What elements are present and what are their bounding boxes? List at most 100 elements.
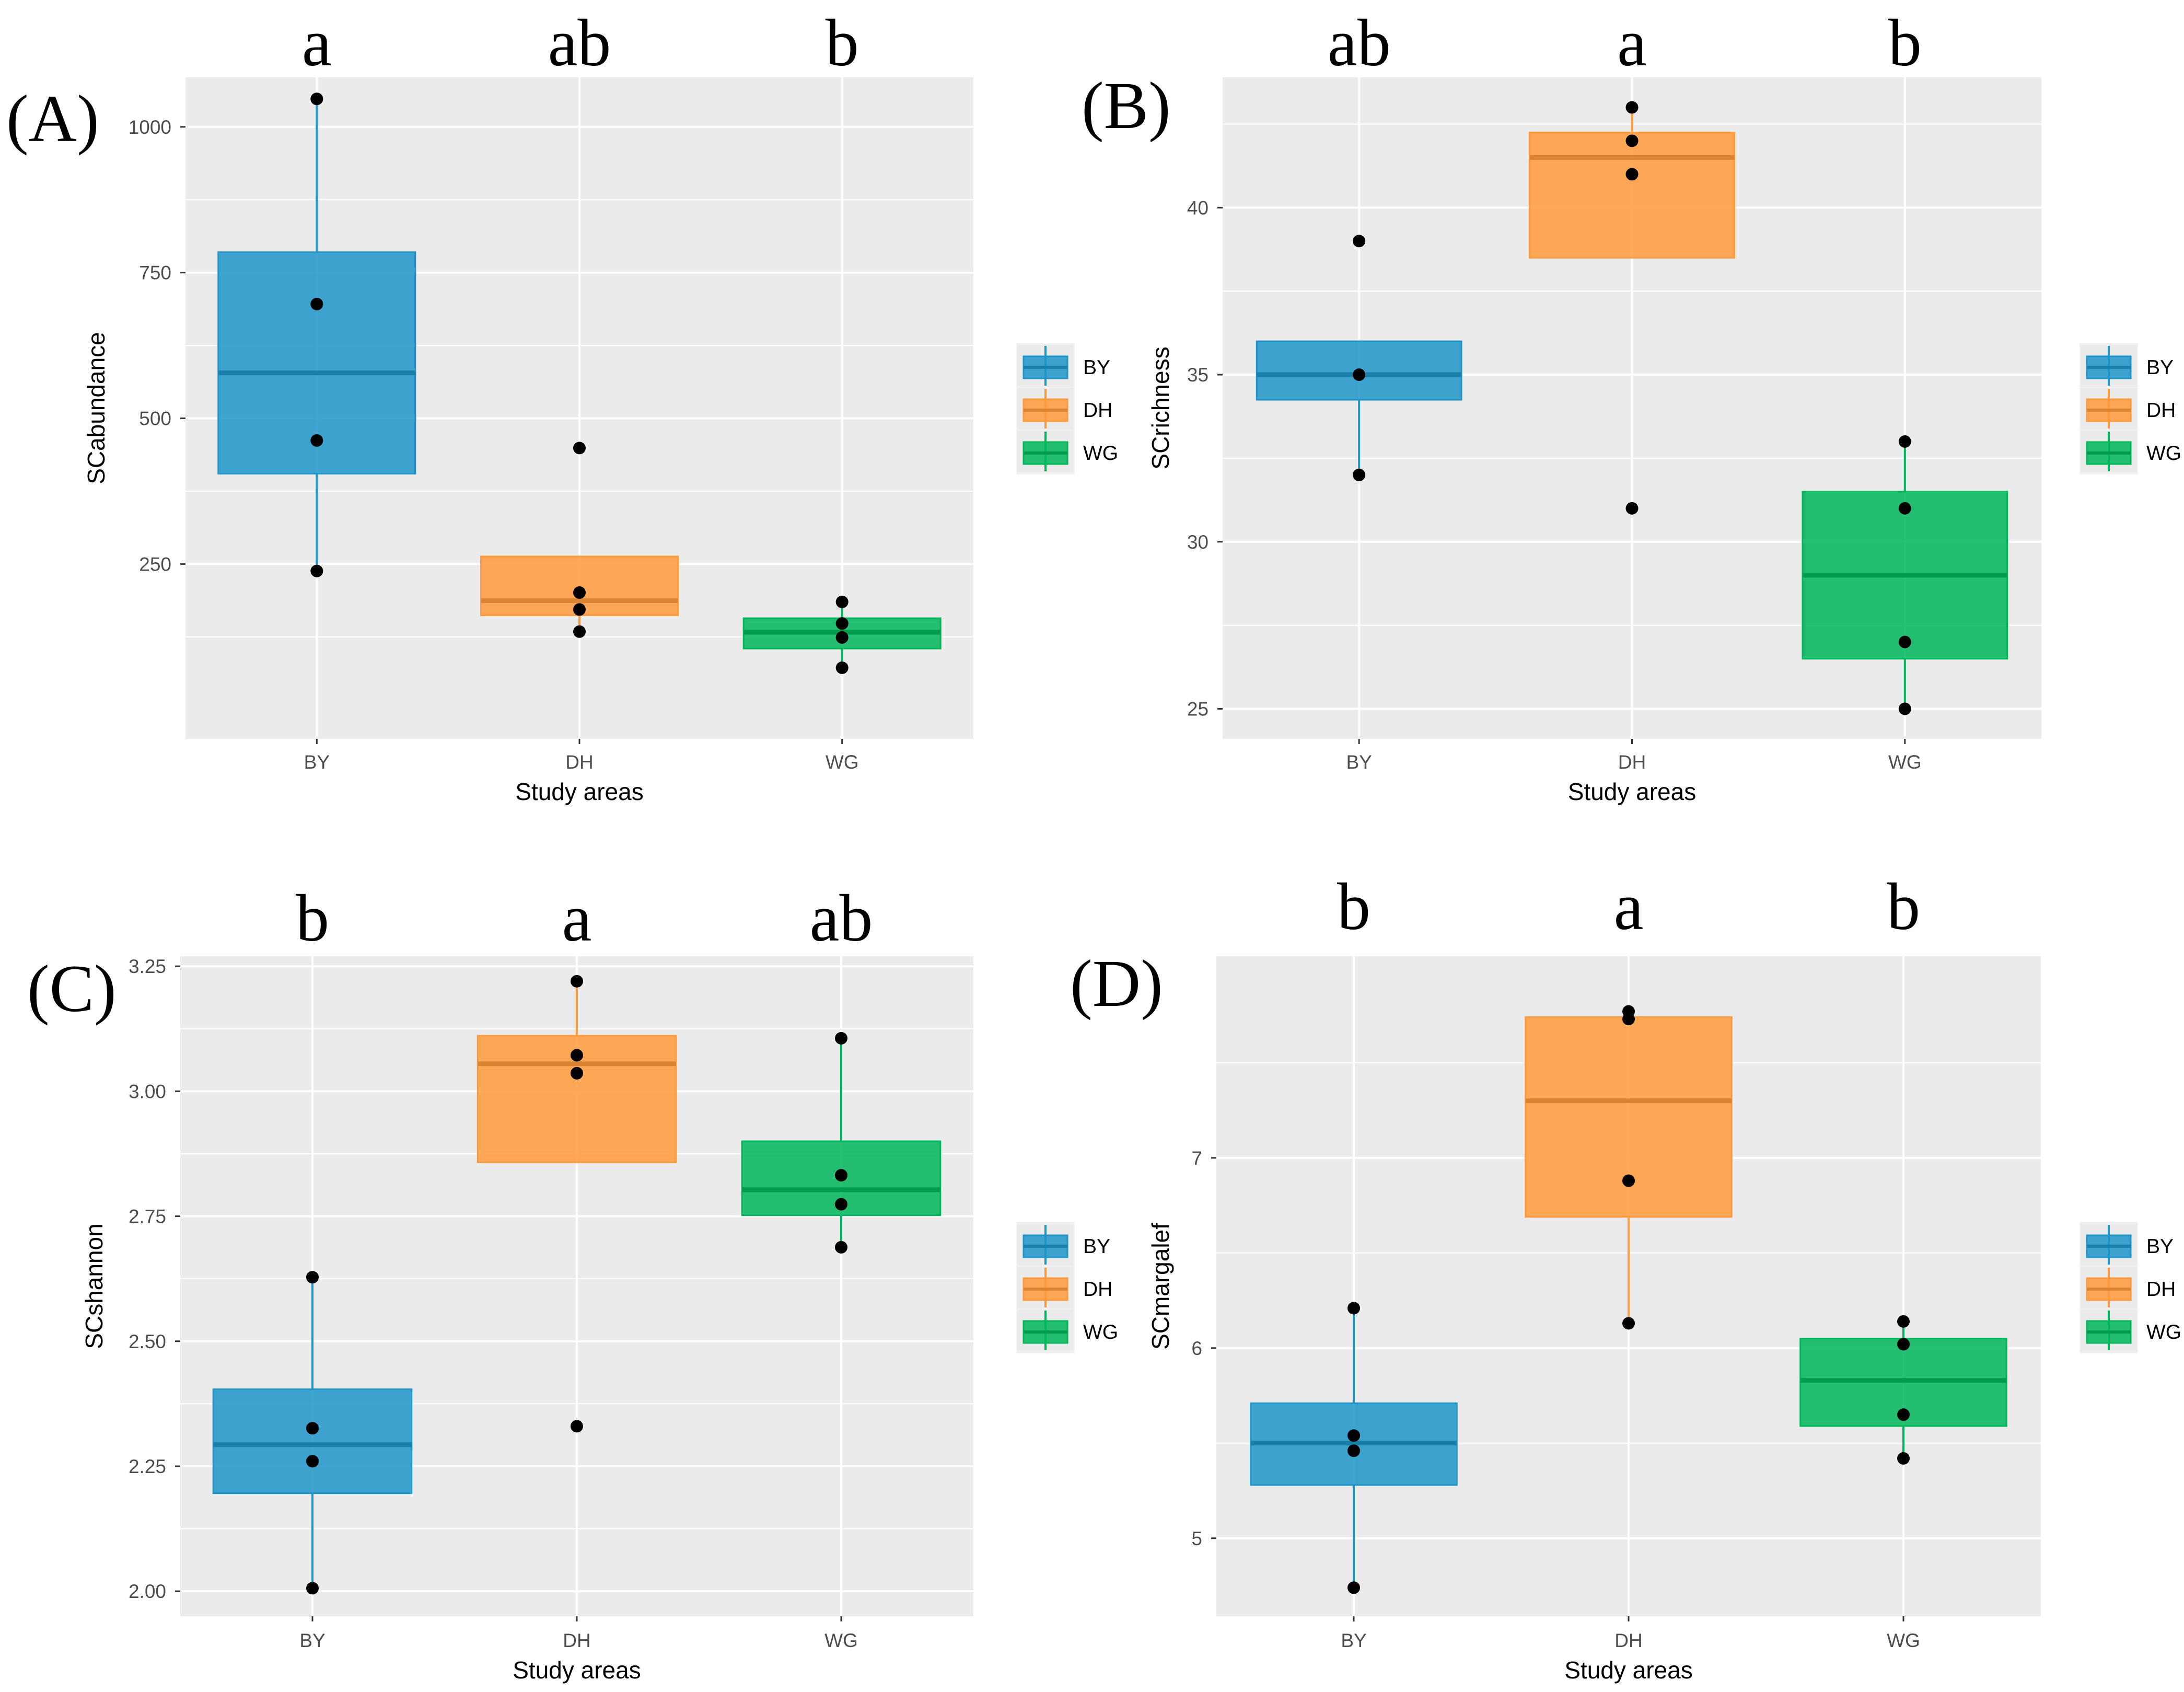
x-tick-label: BY bbox=[1341, 1630, 1366, 1651]
box-by bbox=[217, 92, 416, 577]
box-wg bbox=[1799, 1315, 2007, 1465]
y-tick-label: 35 bbox=[1187, 364, 1209, 386]
significance-letter: b bbox=[1888, 6, 1922, 80]
data-point bbox=[1625, 134, 1639, 147]
data-point bbox=[310, 564, 323, 577]
data-point bbox=[1622, 1174, 1635, 1187]
legend-label-dh: DH bbox=[1083, 399, 1112, 422]
significance-letter: ab bbox=[1328, 6, 1391, 80]
data-point bbox=[571, 1049, 583, 1062]
data-point bbox=[835, 1198, 847, 1211]
box-iqr bbox=[477, 1035, 677, 1163]
data-point bbox=[306, 1271, 319, 1284]
legend-label-by: BY bbox=[2146, 1235, 2174, 1258]
significance-letter: b bbox=[1887, 870, 1920, 944]
significance-letter: b bbox=[296, 881, 329, 955]
box-by bbox=[1256, 235, 1462, 481]
data-point bbox=[1897, 1338, 1910, 1351]
x-tick-label: BY bbox=[299, 1630, 325, 1651]
significance-letter: a bbox=[302, 6, 332, 80]
data-point bbox=[1898, 435, 1911, 448]
data-point bbox=[835, 631, 849, 644]
y-axis-title: SCshannon bbox=[80, 1223, 108, 1349]
box-by bbox=[1250, 1302, 1458, 1594]
data-point bbox=[1622, 1013, 1635, 1026]
x-tick-label: BY bbox=[304, 751, 330, 773]
x-tick-label: DH bbox=[1614, 1630, 1642, 1651]
data-point bbox=[1625, 502, 1639, 515]
y-tick-label: 30 bbox=[1187, 531, 1209, 553]
box-dh bbox=[477, 975, 677, 1433]
panel-label: (D) bbox=[1070, 946, 1163, 1021]
legend-label-by: BY bbox=[2146, 356, 2174, 379]
y-tick-label: 40 bbox=[1187, 197, 1209, 218]
y-tick-label: 750 bbox=[139, 262, 171, 284]
data-point bbox=[835, 1241, 847, 1254]
data-point bbox=[306, 1422, 319, 1435]
data-point bbox=[1625, 168, 1639, 181]
legend-label-wg: WG bbox=[2146, 442, 2181, 465]
x-tick-label: WG bbox=[826, 751, 859, 773]
x-tick-label: BY bbox=[1346, 751, 1372, 773]
box-wg bbox=[741, 1032, 942, 1254]
panel-label: (C) bbox=[27, 952, 117, 1026]
data-point bbox=[1622, 1317, 1635, 1330]
y-axis-title: SCrichness bbox=[1147, 346, 1174, 469]
x-tick-label: DH bbox=[563, 1630, 590, 1651]
data-point bbox=[835, 1169, 847, 1182]
y-tick-label: 2.75 bbox=[129, 1206, 166, 1227]
x-tick-label: WG bbox=[1888, 751, 1922, 773]
significance-letter: ab bbox=[810, 881, 873, 955]
panel-label: (B) bbox=[1082, 68, 1171, 143]
data-point bbox=[835, 595, 849, 608]
y-tick-label: 250 bbox=[139, 553, 171, 575]
legend-label-by: BY bbox=[1083, 356, 1110, 379]
legend: BY DH WG bbox=[1016, 343, 1118, 474]
significance-letter: ab bbox=[548, 6, 611, 80]
y-axis-title: SCabundance bbox=[83, 332, 110, 484]
data-point bbox=[1898, 502, 1911, 515]
legend: BY DH WG bbox=[2080, 1222, 2181, 1353]
box-dh bbox=[480, 442, 679, 638]
legend-label-wg: WG bbox=[1083, 1321, 1118, 1343]
x-axis-title: Study areas bbox=[515, 778, 643, 805]
legend: BY DH WG bbox=[2080, 343, 2181, 474]
data-point bbox=[1897, 1452, 1910, 1465]
y-tick-label: 500 bbox=[139, 408, 171, 430]
y-tick-label: 2.50 bbox=[129, 1331, 166, 1352]
data-point bbox=[835, 1032, 847, 1045]
data-point bbox=[310, 92, 323, 106]
y-tick-label: 2.25 bbox=[129, 1456, 166, 1477]
data-point bbox=[573, 442, 586, 455]
panel-d: 5 6 7 BY DH WG b a b (D) Study areas SCmargalef BY DH… bbox=[1070, 870, 2181, 1684]
data-point bbox=[573, 586, 586, 599]
significance-letter: b bbox=[1337, 870, 1370, 944]
legend-label-wg: WG bbox=[1083, 442, 1118, 465]
legend-label-dh: DH bbox=[2146, 1278, 2176, 1301]
data-point bbox=[571, 1420, 583, 1433]
data-point bbox=[306, 1582, 319, 1595]
data-point bbox=[1353, 235, 1366, 248]
data-point bbox=[835, 661, 849, 674]
data-point bbox=[571, 1067, 583, 1080]
data-point bbox=[571, 975, 583, 988]
box-dh bbox=[1529, 101, 1735, 515]
data-point bbox=[1353, 368, 1366, 381]
box-dh bbox=[1525, 1005, 1733, 1330]
legend-label-wg: WG bbox=[2146, 1321, 2181, 1343]
data-point bbox=[306, 1455, 319, 1468]
box-iqr bbox=[212, 1388, 413, 1494]
data-point bbox=[1347, 1444, 1360, 1457]
data-point bbox=[1347, 1302, 1360, 1315]
y-tick-label: 1000 bbox=[129, 117, 171, 138]
data-point bbox=[1347, 1581, 1360, 1594]
panel-label: (A) bbox=[6, 82, 99, 156]
y-tick-label: 3.00 bbox=[129, 1081, 166, 1102]
box-by bbox=[212, 1271, 413, 1595]
data-point bbox=[573, 603, 586, 616]
x-axis-title: Study areas bbox=[513, 1656, 641, 1684]
panel-a: 250 500 750 1000 BY DH WG a ab b (A) Study areas SCa… bbox=[6, 6, 1118, 805]
x-tick-label: WG bbox=[1887, 1630, 1920, 1651]
box-wg bbox=[742, 595, 942, 674]
